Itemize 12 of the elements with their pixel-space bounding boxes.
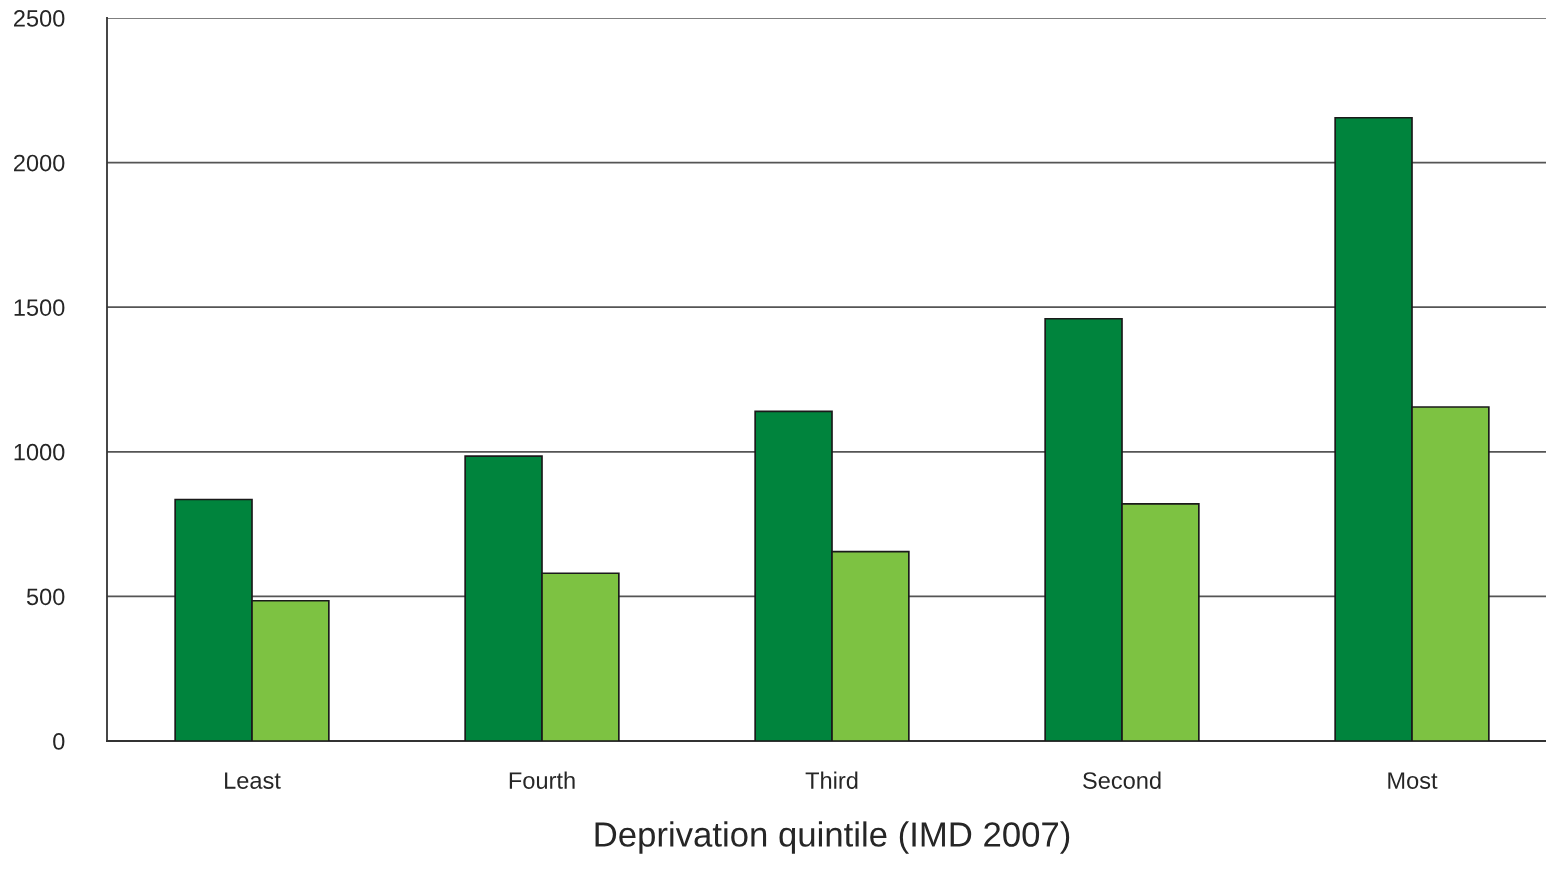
x-tick-label: Second — [1083, 771, 1161, 789]
y-tick-label: 500 — [26, 588, 65, 606]
y-tick-label: 0 — [53, 733, 65, 750]
y-tick-label: 2500 — [14, 10, 65, 27]
x-tick-label: Most — [1388, 772, 1438, 789]
x-axis-title: Deprivation quintile (IMD 2007) — [595, 821, 1070, 854]
y-tick-label: 1000 — [14, 443, 65, 461]
x-tick-label: Fourth — [509, 771, 575, 789]
x-tick-label: Third — [805, 771, 858, 789]
y-tick-label: 2000 — [14, 154, 65, 172]
y-tick-label: 1500 — [14, 299, 65, 316]
x-tick-label: Least — [225, 772, 281, 789]
